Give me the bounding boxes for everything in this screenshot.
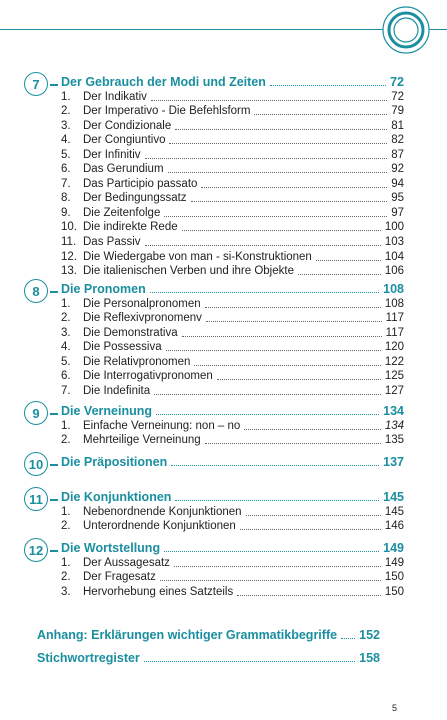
chapter-title: Die Konjunktionen — [61, 490, 172, 504]
toc-item[interactable]: 8. Der Bedingungssatz 95 — [61, 192, 404, 205]
chapter-title-row[interactable]: Der Gebrauch der Modi und Zeiten 72 — [24, 72, 404, 89]
toc-item[interactable]: 6. Die Interrogativpronomen 125 — [61, 370, 404, 383]
chapter-page: 108 — [383, 282, 404, 296]
toc-item[interactable]: 10. Die indirekte Rede 100 — [61, 221, 404, 234]
toc-item[interactable]: 5. Die Relativpronomen 122 — [61, 355, 404, 368]
toc-chapter-12: 12 Die Wortstellung 149 1. Der Aussagesat… — [24, 538, 404, 599]
chapter-page: 149 — [383, 541, 404, 555]
toc-item[interactable]: 9. Die Zeitenfolge 97 — [61, 206, 404, 219]
toc-item[interactable]: 1. Der Aussagesatz 149 — [61, 556, 404, 569]
toc-appendix: Anhang: Erklärungen wichtiger Grammatikb… — [37, 625, 380, 665]
toc-item[interactable]: 3. Der Condizionale 81 — [61, 119, 404, 132]
chapter-page: 137 — [383, 455, 404, 469]
toc-chapter-11: 11 Die Konjunktionen 145 1. Nebenordnende… — [24, 487, 404, 533]
dot-leader — [341, 637, 356, 639]
dot-leader — [156, 413, 380, 415]
toc-item[interactable]: 3. Hervorhebung eines Satzteils 150 — [61, 585, 404, 598]
toc-item[interactable]: 2. Die Reflexivpronomenv 117 — [61, 312, 404, 325]
chapter-title-row[interactable]: Die Pronomen 108 — [24, 279, 404, 296]
dot-leader — [143, 660, 356, 662]
page-number: 5 — [392, 703, 398, 713]
toc-chapter-7: 7 Der Gebrauch der Modi und Zeiten 72 1.… — [24, 72, 404, 278]
chapter-number-badge: 8 — [24, 279, 58, 303]
toc-item[interactable]: 2. Der Imperativo - Die Befehlsform 79 — [61, 105, 404, 118]
chapter-title: Die Pronomen — [61, 282, 146, 296]
dot-leader — [175, 499, 380, 501]
toc-chapter-10: 10 Die Präpositionen 137 — [24, 452, 404, 476]
toc-item[interactable]: 1. Einfache Verneinung: non – no 134 — [61, 419, 404, 432]
chapter-number-badge: 10 — [24, 452, 58, 476]
dot-leader — [171, 464, 380, 466]
chapter-page: 145 — [383, 490, 404, 504]
toc-item[interactable]: 5. Der Infinitiv 87 — [61, 148, 404, 161]
toc-item[interactable]: 1. Nebenordnende Konjunktionen 145 — [61, 505, 404, 518]
chapter-title: Die Wortstellung — [61, 541, 161, 555]
toc-item[interactable]: 2. Mehrteilige Verneinung 135 — [61, 434, 404, 447]
toc-item[interactable]: 4. Die Possessiva 120 — [61, 341, 404, 354]
toc-item[interactable]: 6. Das Gerundium 92 — [61, 163, 404, 176]
chapter-number-badge: 9 — [24, 401, 58, 425]
toc-item[interactable]: 1. Die Personalpronomen 108 — [61, 297, 404, 310]
chapter-number-badge: 7 — [24, 72, 58, 96]
chapter-title: Die Verneinung — [61, 404, 152, 418]
chapter-title-row[interactable]: Die Präpositionen 137 — [24, 452, 404, 469]
chapter-title: Die Präpositionen — [61, 455, 168, 469]
toc-chapter-8: 8 Die Pronomen 108 1. Die Personalpronome… — [24, 279, 404, 398]
chapter-page: 72 — [390, 75, 404, 89]
dot-leader — [269, 84, 387, 86]
header-rule — [0, 29, 447, 30]
toc-item[interactable]: 7. Die Indefinita 127 — [61, 384, 404, 397]
chapter-title: Der Gebrauch der Modi und Zeiten — [61, 75, 266, 89]
toc-item[interactable]: 1. Der Indikativ 72 — [61, 90, 404, 103]
toc-item[interactable]: 7. Das Participio passato 94 — [61, 177, 404, 190]
chapter-title-row[interactable]: Die Verneinung 134 — [24, 401, 404, 418]
chapter-title-row[interactable]: Die Konjunktionen 145 — [24, 487, 404, 504]
chapter-title-row[interactable]: Die Wortstellung 149 — [24, 538, 404, 555]
publisher-logo — [382, 6, 430, 54]
toc-item[interactable]: 3. Die Demonstrativa 117 — [61, 326, 404, 339]
dot-leader — [149, 291, 380, 293]
toc-chapter-9: 9 Die Verneinung 134 1. Einfache Verneinu… — [24, 401, 404, 447]
toc-item[interactable]: 4. Der Congiuntivo 82 — [61, 134, 404, 147]
toc-item[interactable]: 13. Die italienischen Verben und ihre Obj… — [61, 265, 404, 278]
index-row[interactable]: Stichwortregister 158 — [37, 651, 380, 665]
toc-item[interactable]: 12. Die Wiedergabe von man - si-Konstrukt… — [61, 250, 404, 263]
chapter-number-badge: 12 — [24, 538, 58, 562]
chapter-page: 134 — [383, 404, 404, 418]
appendix-row[interactable]: Anhang: Erklärungen wichtiger Grammatikb… — [37, 628, 380, 642]
chapter-number-badge: 11 — [24, 487, 58, 511]
toc-item[interactable]: 11. Das Passiv 103 — [61, 236, 404, 249]
toc-item[interactable]: 2. Unterordnende Konjunktionen 146 — [61, 520, 404, 533]
toc-item[interactable]: 2. Der Fragesatz 150 — [61, 571, 404, 584]
header-band — [0, 0, 447, 34]
dot-leader — [164, 550, 380, 552]
